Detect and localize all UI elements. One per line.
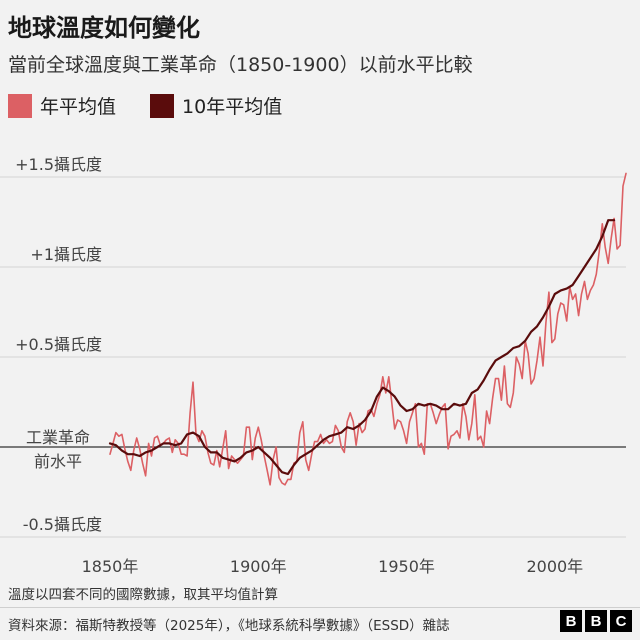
legend-swatch-decadal xyxy=(150,93,175,118)
y-tick-label: +0.5攝氏度 xyxy=(15,335,102,354)
chart-source: 資料來源：福斯特教授等（2025年），《地球系統科學數據》（ESSD）雜誌 xyxy=(8,618,450,634)
bbc-logo: B B C xyxy=(560,610,632,632)
y-tick-label: +1.5攝氏度 xyxy=(15,155,102,174)
source-divider xyxy=(0,607,640,608)
legend-item-annual: 年平均值 xyxy=(8,92,116,119)
y-tick-label: +1攝氏度 xyxy=(30,245,102,264)
legend-swatch-annual xyxy=(8,93,32,118)
decadal-mean-line xyxy=(108,219,616,476)
x-tick-label: 1850年 xyxy=(82,557,139,576)
chart-legend: 年平均值 10年平均值 xyxy=(8,92,316,119)
baseline-label: 工業革命 xyxy=(26,428,90,447)
baseline-label: 前水平 xyxy=(34,452,82,471)
legend-label-annual: 年平均值 xyxy=(40,96,117,118)
bbc-logo-letter: B xyxy=(560,610,582,632)
chart-title: 地球溫度如何變化 xyxy=(8,14,200,42)
bbc-logo-letter: B xyxy=(585,610,607,632)
annual-mean-line xyxy=(109,172,627,486)
y-tick-label: -0.5攝氏度 xyxy=(23,515,102,534)
x-tick-label: 2000年 xyxy=(526,557,583,576)
legend-label-decadal: 10年平均值 xyxy=(182,96,283,118)
legend-item-decadal: 10年平均值 xyxy=(150,92,282,119)
x-tick-label: 1950年 xyxy=(378,557,435,576)
bbc-logo-letter: C xyxy=(610,610,632,632)
x-tick-label: 1900年 xyxy=(230,557,287,576)
chart-footnote: 溫度以四套不同的國際數據，取其平均值計算 xyxy=(8,587,278,603)
chart-subtitle: 當前全球溫度與工業革命（1850-1900）以前水平比較 xyxy=(8,54,473,76)
